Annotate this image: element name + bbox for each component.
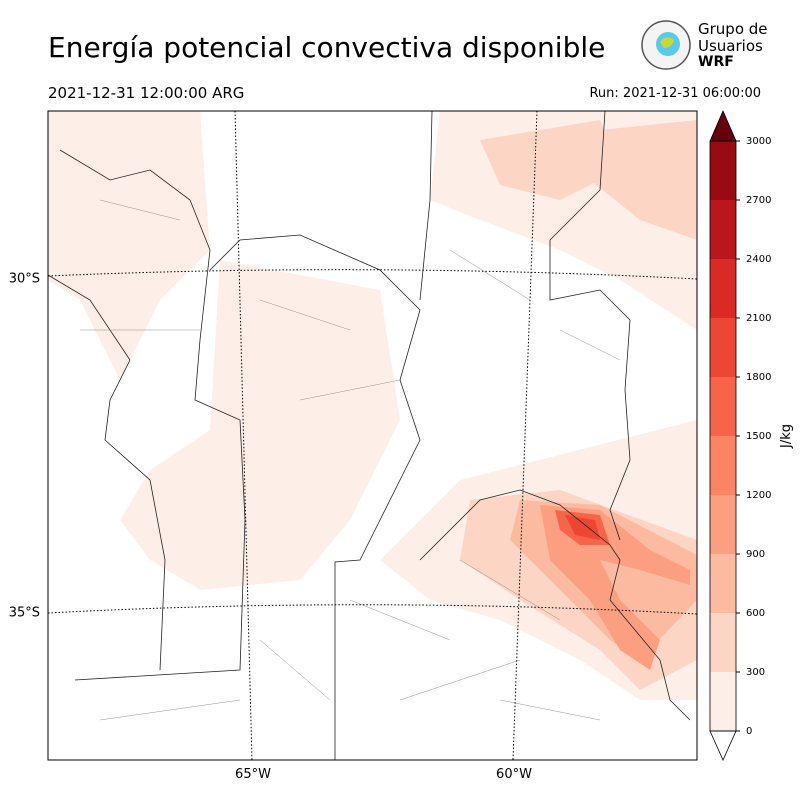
colorbar-tick-label: 1200 [746, 490, 771, 501]
colorbar-bin [710, 554, 736, 613]
colorbar-tick-label: 2100 [746, 313, 771, 324]
colorbar-tick-label: 1500 [746, 431, 771, 442]
colorbar-bin [710, 200, 736, 259]
logo-text: Usuarios [698, 37, 763, 55]
map-frame [47, 110, 698, 761]
colorbar-extend-max [709, 109, 737, 142]
colorbar-bin [710, 495, 736, 554]
colorbar-tick-label: 900 [746, 549, 765, 560]
colorbar-tick-label: 2700 [746, 195, 771, 206]
colorbar-bin [710, 436, 736, 495]
colorbar-bin [710, 613, 736, 672]
colorbar-tick-label: 0 [746, 726, 752, 737]
colorbar-tick-label: 2400 [746, 254, 771, 265]
colorbar-bin [710, 141, 736, 200]
colorbar-tick-label: 3000 [746, 136, 771, 147]
map: 30°S 35°S 65°W 60°W [9, 110, 698, 782]
colorbar-label: J/kg [779, 424, 794, 449]
colorbar-extend-min [709, 730, 737, 761]
run-time: Run: 2021-12-31 06:00:00 [589, 86, 761, 101]
logo-text: Grupo de [698, 20, 768, 38]
colorbar: 0 300 600 900 1200 1500 1800 2100 2400 2700 3000 [709, 109, 771, 761]
cape-field [48, 111, 697, 700]
colorbar-bin [710, 318, 736, 377]
logo-land [660, 37, 674, 48]
lon-label: 60°W [496, 767, 532, 782]
lat-label: 35°S [9, 606, 40, 621]
parallel [47, 269, 698, 280]
parallel [47, 604, 698, 615]
valid-time: 2021-12-31 12:00:00 ARG [48, 84, 244, 102]
lon-label: 65°W [235, 767, 271, 782]
colorbar-tick-label: 300 [746, 667, 765, 678]
boundaries [47, 110, 691, 760]
colorbar-bin [710, 377, 736, 436]
colorbar-bin [710, 672, 736, 731]
colorbar-tick-label: 1800 [746, 372, 771, 383]
logo: Grupo de Usuarios WRF [641, 20, 768, 70]
title: Energía potencial convectiva disponible [48, 31, 605, 64]
colorbar-tick-label: 600 [746, 608, 765, 619]
colorbar-bin [710, 259, 736, 318]
logo-text: WRF [698, 54, 734, 70]
lat-label: 30°S [9, 272, 40, 287]
